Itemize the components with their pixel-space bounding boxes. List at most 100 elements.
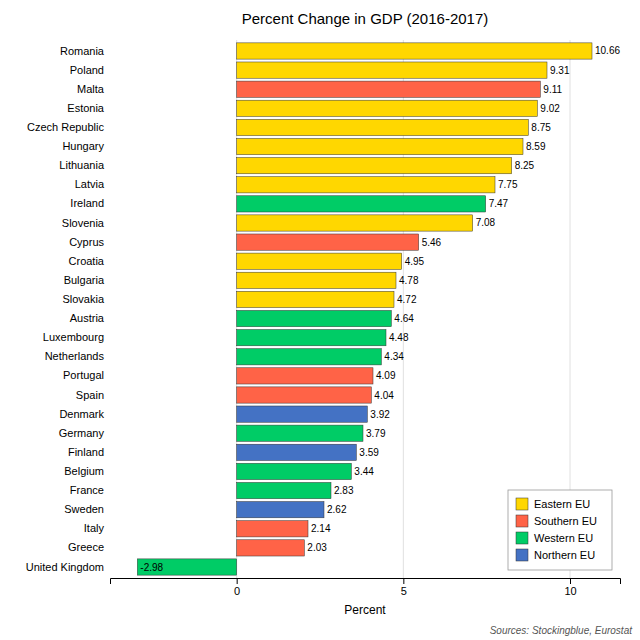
bar bbox=[237, 158, 512, 174]
x-tick-mark bbox=[570, 578, 571, 584]
y-tick-label: Latvia bbox=[75, 178, 105, 190]
y-tick-label: Denmark bbox=[59, 408, 104, 420]
data-label: 7.08 bbox=[476, 217, 496, 228]
y-tick: Czech Republic bbox=[27, 121, 105, 133]
y-tick: Netherlands bbox=[45, 350, 105, 362]
bar bbox=[237, 196, 486, 212]
y-tick: Denmark bbox=[59, 408, 104, 420]
y-tick-label: Portugal bbox=[63, 369, 104, 381]
data-label: 4.95 bbox=[405, 256, 425, 267]
chart-container: 0510RomaniaPolandMaltaEstoniaCzech Repub… bbox=[0, 0, 640, 640]
data-label: 3.79 bbox=[366, 428, 386, 439]
y-tick-label: Greece bbox=[68, 541, 104, 553]
plot-area: 0510RomaniaPolandMaltaEstoniaCzech Repub… bbox=[26, 40, 621, 597]
x-tick: 0 bbox=[234, 578, 240, 597]
bar bbox=[237, 62, 547, 78]
data-label: 2.62 bbox=[327, 504, 347, 515]
source-note: Sources: Stockingblue, Eurostat bbox=[490, 625, 634, 636]
bar bbox=[237, 521, 308, 537]
x-tick-label: 10 bbox=[564, 585, 576, 597]
y-tick-label: Lithuania bbox=[59, 159, 105, 171]
legend-box bbox=[508, 490, 612, 570]
x-tick-mark bbox=[403, 578, 404, 584]
x-tick-mark bbox=[237, 578, 238, 584]
bar bbox=[237, 215, 473, 231]
y-tick-label: Croatia bbox=[69, 255, 105, 267]
bar bbox=[137, 559, 236, 575]
data-label: 3.59 bbox=[359, 447, 379, 458]
y-tick-label: Slovenia bbox=[62, 217, 105, 229]
data-label: 10.66 bbox=[595, 45, 620, 56]
data-label: -2.98 bbox=[140, 562, 163, 573]
y-tick: Greece bbox=[68, 541, 104, 553]
y-tick-label: Estonia bbox=[67, 102, 105, 114]
y-tick: Finland bbox=[68, 446, 104, 458]
x-tick-label: 0 bbox=[234, 585, 240, 597]
y-tick-label: France bbox=[70, 484, 104, 496]
data-label: 2.03 bbox=[307, 542, 327, 553]
chart-svg: 0510RomaniaPolandMaltaEstoniaCzech Repub… bbox=[0, 0, 640, 640]
y-tick: Poland bbox=[70, 64, 104, 76]
legend-label: Eastern EU bbox=[534, 498, 590, 510]
bar bbox=[237, 43, 592, 59]
y-tick-label: Slovakia bbox=[62, 293, 104, 305]
data-label: 4.64 bbox=[394, 313, 414, 324]
data-label: 9.31 bbox=[550, 65, 570, 76]
y-tick-label: Luxembourg bbox=[43, 331, 104, 343]
legend-item: Western EU bbox=[516, 532, 593, 544]
legend-label: Northern EU bbox=[534, 549, 595, 561]
legend-item: Eastern EU bbox=[516, 498, 590, 510]
legend-swatch bbox=[516, 549, 528, 561]
x-tick: 5 bbox=[401, 578, 407, 597]
y-tick-label: Netherlands bbox=[45, 350, 105, 362]
y-axis: RomaniaPolandMaltaEstoniaCzech RepublicH… bbox=[26, 45, 105, 573]
y-tick: Slovenia bbox=[62, 217, 105, 229]
bar bbox=[237, 349, 382, 365]
y-tick-label: Malta bbox=[77, 83, 105, 95]
y-tick: Spain bbox=[76, 389, 104, 401]
y-tick-label: Bulgaria bbox=[64, 274, 105, 286]
bar bbox=[237, 310, 392, 326]
data-label: 8.25 bbox=[515, 160, 535, 171]
bar bbox=[237, 234, 419, 250]
data-label: 8.75 bbox=[531, 122, 551, 133]
data-label: 4.48 bbox=[389, 332, 409, 343]
legend-swatch bbox=[516, 532, 528, 544]
y-tick: Slovakia bbox=[62, 293, 104, 305]
y-tick-label: Cyprus bbox=[69, 236, 104, 248]
y-tick: Hungary bbox=[62, 140, 104, 152]
bar bbox=[237, 291, 394, 307]
bar bbox=[237, 502, 324, 518]
x-axis: 0 5 10 bbox=[111, 578, 621, 597]
x-axis-line bbox=[111, 579, 621, 585]
bar bbox=[237, 330, 386, 346]
bar bbox=[237, 368, 373, 384]
y-tick: Ireland bbox=[70, 197, 104, 209]
y-tick: Sweden bbox=[64, 503, 104, 515]
y-tick-label: Poland bbox=[70, 64, 104, 76]
x-axis-title: Percent bbox=[344, 603, 386, 617]
y-tick: Germany bbox=[59, 427, 105, 439]
title: Percent Change in GDP (2016-2017) bbox=[242, 10, 489, 27]
y-tick-label: Hungary bbox=[62, 140, 104, 152]
y-tick-label: Germany bbox=[59, 427, 105, 439]
y-tick: Croatia bbox=[69, 255, 105, 267]
y-tick: Italy bbox=[84, 522, 105, 534]
bar bbox=[237, 387, 372, 403]
data-label: 9.11 bbox=[543, 84, 562, 95]
y-tick-label: Belgium bbox=[64, 465, 104, 477]
y-tick: Malta bbox=[77, 83, 105, 95]
y-tick-label: Italy bbox=[84, 522, 105, 534]
y-tick: Cyprus bbox=[69, 236, 104, 248]
data-label: 7.75 bbox=[498, 179, 518, 190]
bar bbox=[237, 540, 305, 556]
data-label: 2.14 bbox=[311, 523, 331, 534]
y-tick: United Kingdom bbox=[26, 561, 104, 573]
y-tick: Portugal bbox=[63, 369, 104, 381]
data-label: 4.09 bbox=[376, 370, 396, 381]
data-label: 2.83 bbox=[334, 485, 354, 496]
data-label: 9.02 bbox=[540, 103, 560, 114]
y-tick: Estonia bbox=[67, 102, 105, 114]
data-label: 4.72 bbox=[397, 294, 417, 305]
legend-item: Southern EU bbox=[516, 515, 597, 527]
